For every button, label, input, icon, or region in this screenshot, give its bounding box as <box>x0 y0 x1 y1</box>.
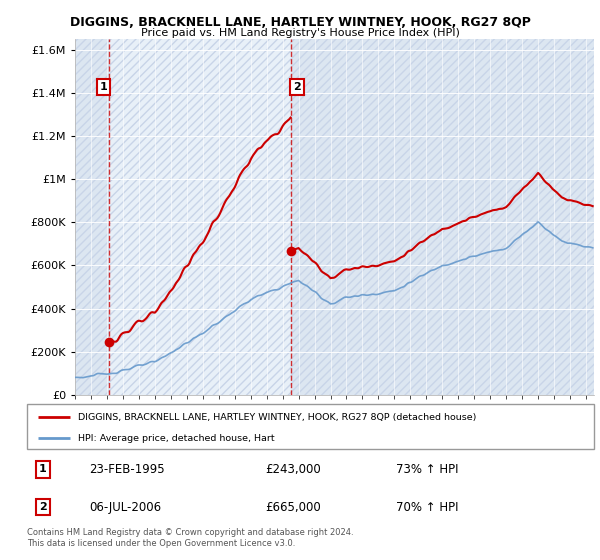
Text: 2: 2 <box>39 502 47 512</box>
Text: £243,000: £243,000 <box>265 463 321 476</box>
Text: £665,000: £665,000 <box>265 501 321 514</box>
Text: Price paid vs. HM Land Registry's House Price Index (HPI): Price paid vs. HM Land Registry's House … <box>140 28 460 38</box>
Text: 1: 1 <box>100 82 107 92</box>
Bar <box>109 39 291 395</box>
Text: 73% ↑ HPI: 73% ↑ HPI <box>395 463 458 476</box>
Text: 06-JUL-2006: 06-JUL-2006 <box>89 501 161 514</box>
Text: HPI: Average price, detached house, Hart: HPI: Average price, detached house, Hart <box>78 435 275 444</box>
Text: 2: 2 <box>293 82 301 92</box>
Bar <box>109 39 291 395</box>
Text: Contains HM Land Registry data © Crown copyright and database right 2024.
This d: Contains HM Land Registry data © Crown c… <box>27 528 353 548</box>
Text: 23-FEB-1995: 23-FEB-1995 <box>89 463 165 476</box>
Text: 1: 1 <box>39 464 47 474</box>
Text: 70% ↑ HPI: 70% ↑ HPI <box>395 501 458 514</box>
Text: DIGGINS, BRACKNELL LANE, HARTLEY WINTNEY, HOOK, RG27 8QP: DIGGINS, BRACKNELL LANE, HARTLEY WINTNEY… <box>70 16 530 29</box>
Text: DIGGINS, BRACKNELL LANE, HARTLEY WINTNEY, HOOK, RG27 8QP (detached house): DIGGINS, BRACKNELL LANE, HARTLEY WINTNEY… <box>78 413 476 422</box>
